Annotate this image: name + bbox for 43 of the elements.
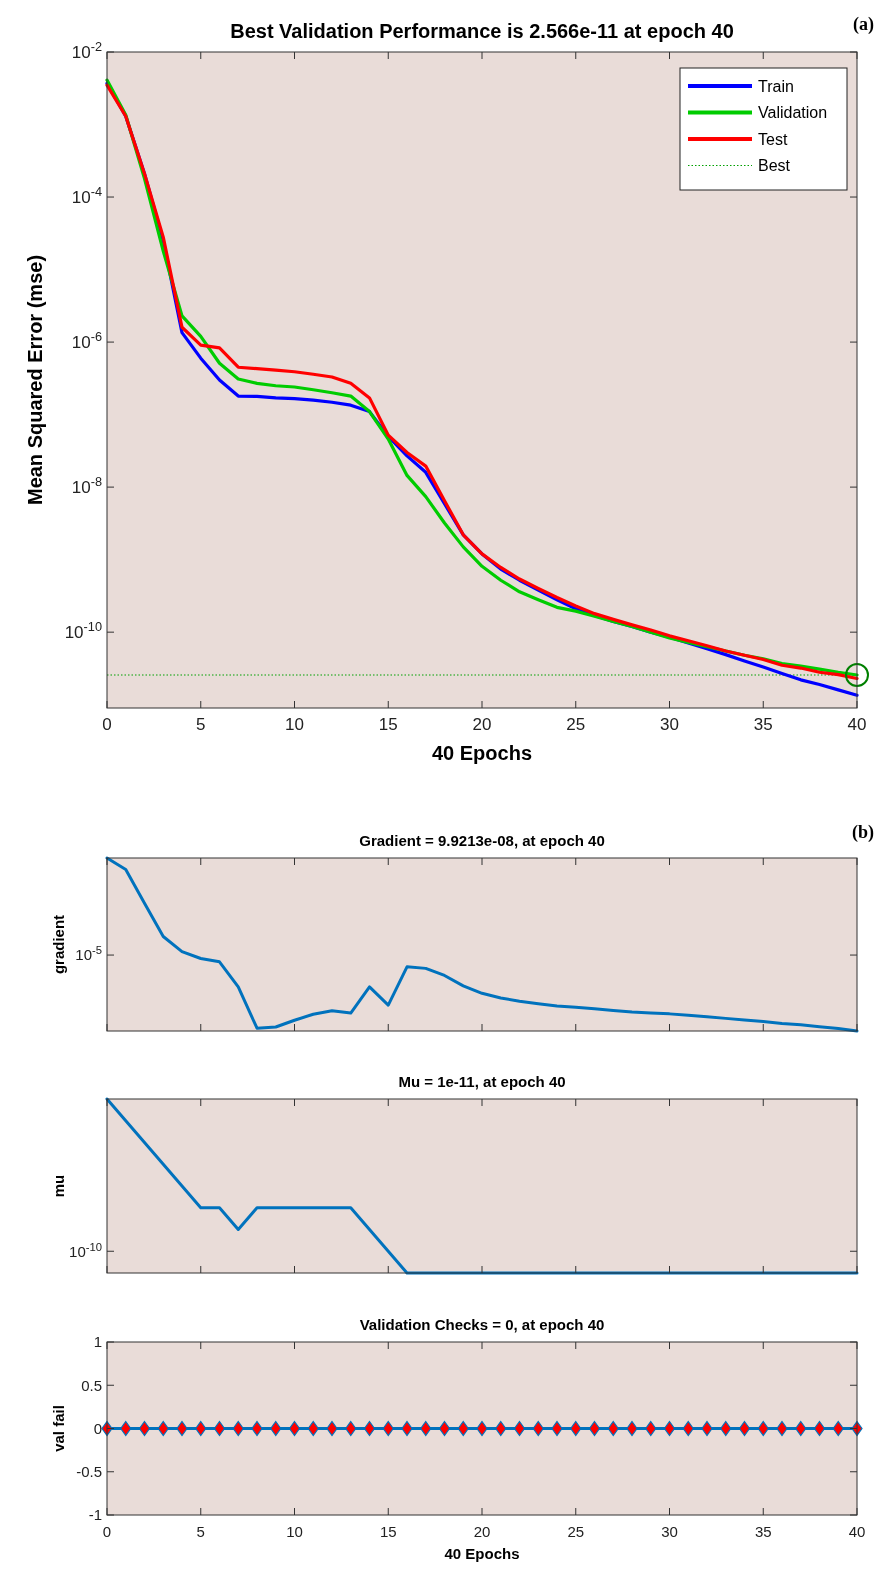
x-tick-label: 15 bbox=[379, 1523, 397, 1540]
x-tick-label: 35 bbox=[753, 715, 773, 734]
x-tick-label: 30 bbox=[661, 1523, 678, 1540]
x-tick-label: 35 bbox=[754, 1523, 772, 1540]
x-tick-label: 15 bbox=[378, 715, 398, 734]
y-tick-label: 10$^{-2}$ bbox=[71, 38, 102, 62]
y-axis-title: val fail bbox=[50, 1405, 67, 1452]
y-tick-label: 10$^{-4}$ bbox=[71, 183, 102, 207]
x-tick-label: 25 bbox=[566, 715, 586, 734]
text: (a) bbox=[853, 14, 874, 35]
text: (b) bbox=[852, 822, 874, 843]
x-tick-label: 10 bbox=[285, 715, 304, 734]
x-tick-label: 25 bbox=[567, 1523, 585, 1540]
x-tick-label: 10 bbox=[286, 1523, 303, 1540]
chart-title: Mu = 1e-11, at epoch 40 bbox=[398, 1073, 566, 1090]
x-tick-label: 40 bbox=[848, 1523, 866, 1540]
y-tick-label: -0.5 bbox=[76, 1463, 102, 1480]
chart-title: Gradient = 9.9213e-08, at epoch 40 bbox=[359, 832, 605, 849]
legend-label: Test bbox=[758, 130, 788, 148]
y-tick-label: 0.5 bbox=[81, 1376, 102, 1394]
chart-title: Validation Checks = 0, at epoch 40 bbox=[359, 1316, 605, 1333]
x-tick-label: 5 bbox=[196, 1523, 205, 1540]
y-axis-title: mu bbox=[50, 1174, 67, 1198]
text: 10$^{-5}$ bbox=[75, 944, 102, 964]
x-tick-label: 20 bbox=[472, 715, 492, 734]
y-tick-label: 0 bbox=[93, 1419, 102, 1437]
x-tick-label: 5 bbox=[196, 715, 206, 734]
y-axis-title: Mean Squared Error (mse) bbox=[24, 254, 46, 506]
legend-label: Train bbox=[758, 77, 794, 95]
x-tick-label: 40 bbox=[847, 715, 867, 734]
legend-label: Best bbox=[758, 157, 791, 175]
x-tick-label: 30 bbox=[660, 715, 679, 734]
legend-label: Validation bbox=[758, 104, 828, 122]
y-axis-title: gradient bbox=[50, 914, 67, 975]
x-axis-title: 40 Epochs bbox=[444, 1545, 520, 1562]
x-tick-label: 20 bbox=[473, 1523, 491, 1540]
x-axis-title: 40 Epochs bbox=[431, 742, 533, 764]
y-tick-label: 10$^{-8}$ bbox=[71, 473, 102, 498]
y-tick-label: 10$^{-6}$ bbox=[71, 328, 102, 353]
y-tick-label: 1 bbox=[93, 1333, 102, 1351]
y-tick-label: -1 bbox=[88, 1506, 102, 1524]
chart-title: Best Validation Performance is 2.566e-11 at epoch 40 bbox=[230, 20, 734, 42]
y-tick-label: 10$^{-10}$ bbox=[64, 618, 102, 643]
